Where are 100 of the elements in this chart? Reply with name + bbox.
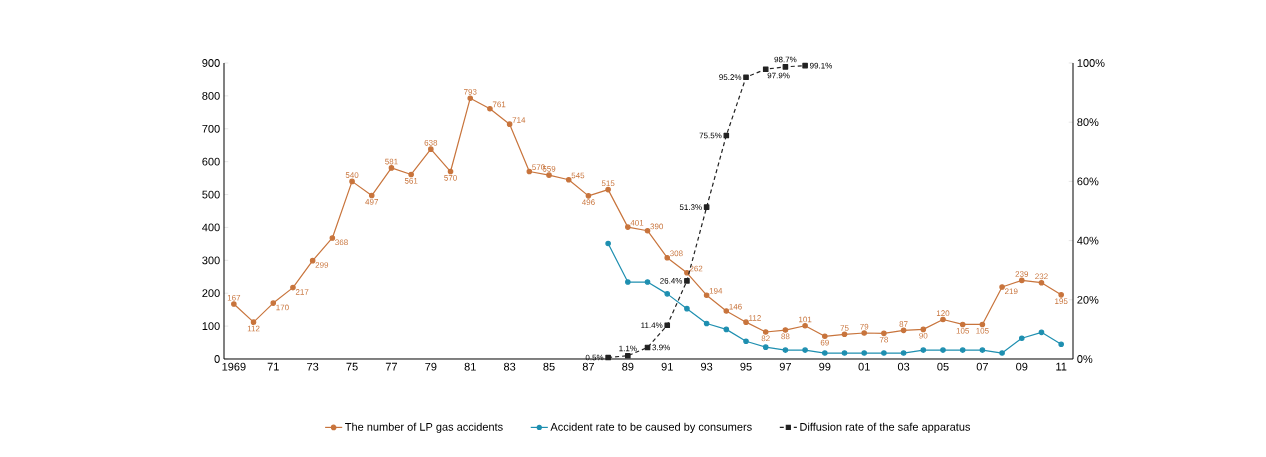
point bbox=[920, 347, 927, 353]
point bbox=[270, 300, 277, 306]
point bbox=[802, 62, 808, 69]
data-label: 0.5% bbox=[585, 354, 604, 361]
legend-label: Diffusion rate of the safe apparatus bbox=[800, 422, 971, 433]
point bbox=[762, 344, 769, 350]
data-label: 90 bbox=[919, 332, 928, 339]
data-label: 570 bbox=[444, 175, 457, 181]
data-label: 78 bbox=[879, 336, 888, 343]
data-label: 368 bbox=[335, 239, 348, 246]
point bbox=[684, 278, 690, 284]
point bbox=[428, 146, 434, 152]
data-label: 88 bbox=[781, 333, 790, 340]
data-label: 793 bbox=[463, 89, 477, 95]
point bbox=[979, 321, 986, 328]
point bbox=[782, 347, 789, 353]
x-tick-label: 81 bbox=[464, 362, 476, 371]
y-tick-label: 300 bbox=[202, 256, 220, 265]
data-label: 170 bbox=[276, 304, 289, 311]
point bbox=[723, 326, 730, 333]
data-label: 540 bbox=[345, 172, 359, 178]
point bbox=[920, 326, 927, 333]
data-label: 232 bbox=[1035, 273, 1048, 280]
point bbox=[881, 350, 887, 356]
point bbox=[1018, 277, 1025, 284]
point bbox=[703, 320, 710, 327]
data-label: 105 bbox=[956, 327, 970, 334]
point bbox=[959, 321, 966, 328]
y2-tick-label: 100% bbox=[1077, 59, 1105, 67]
data-label: 97.9% bbox=[767, 72, 790, 79]
point bbox=[644, 227, 651, 234]
point bbox=[743, 319, 749, 325]
data-label: 638 bbox=[424, 140, 438, 146]
data-label: 112 bbox=[749, 315, 761, 321]
x-tick-label: 73 bbox=[307, 362, 319, 371]
point bbox=[447, 168, 454, 175]
y2-tick-label: 20% bbox=[1077, 295, 1099, 304]
data-label: 401 bbox=[630, 219, 644, 226]
y2-tick-label: 80% bbox=[1077, 118, 1099, 127]
legend-label: The number of LP gas accidents bbox=[345, 422, 503, 433]
x-tick-label: 93 bbox=[701, 362, 713, 371]
x-tick-label: 11 bbox=[1056, 362, 1067, 371]
point bbox=[703, 204, 710, 210]
point bbox=[664, 291, 671, 297]
y-tick-label: 500 bbox=[202, 190, 220, 199]
data-label: 262 bbox=[689, 265, 703, 272]
point bbox=[1018, 335, 1025, 342]
data-label: 101 bbox=[799, 316, 812, 323]
data-label: 79 bbox=[860, 323, 869, 330]
point bbox=[625, 279, 631, 285]
data-label: 497 bbox=[365, 199, 379, 205]
y-tick-label: 800 bbox=[202, 92, 220, 100]
data-label: 239 bbox=[1015, 271, 1029, 277]
x-tick-label: 05 bbox=[937, 362, 949, 371]
x-tick-label: 09 bbox=[1016, 362, 1028, 371]
point bbox=[329, 235, 336, 241]
x-tick-label: 89 bbox=[622, 362, 634, 371]
data-label: 496 bbox=[581, 199, 595, 206]
point bbox=[743, 338, 749, 345]
x-tick-label: 71 bbox=[267, 362, 279, 371]
point bbox=[782, 64, 789, 70]
point bbox=[664, 322, 671, 329]
y-tick-label: 400 bbox=[202, 223, 220, 232]
y-tick-label: 100 bbox=[202, 322, 220, 330]
x-tick-label: 95 bbox=[740, 362, 752, 371]
x-tick-label: 91 bbox=[661, 362, 673, 371]
data-label: 195 bbox=[1055, 298, 1068, 305]
point bbox=[723, 308, 730, 314]
point bbox=[900, 327, 907, 334]
point bbox=[349, 178, 355, 185]
data-label: 69 bbox=[820, 339, 829, 346]
y2-tick-label: 60% bbox=[1077, 177, 1099, 186]
point bbox=[999, 284, 1005, 290]
point bbox=[231, 301, 237, 307]
point bbox=[309, 257, 316, 264]
point bbox=[762, 329, 769, 335]
data-label: 219 bbox=[1004, 288, 1018, 295]
data-label: 308 bbox=[670, 250, 683, 257]
y-tick-label: 700 bbox=[202, 124, 220, 133]
x-tick-label: 79 bbox=[425, 362, 437, 371]
point bbox=[743, 74, 749, 80]
data-label: 95.2% bbox=[719, 74, 742, 81]
point bbox=[762, 66, 769, 73]
data-label: 87 bbox=[899, 321, 908, 327]
point bbox=[664, 254, 671, 261]
point bbox=[861, 350, 868, 356]
data-label: 390 bbox=[650, 223, 664, 230]
point bbox=[861, 330, 867, 336]
x-tick-label: 1969 bbox=[222, 362, 246, 371]
point bbox=[585, 193, 592, 199]
point bbox=[546, 172, 552, 178]
data-label: 581 bbox=[385, 158, 398, 165]
point bbox=[684, 305, 690, 312]
point bbox=[506, 121, 513, 127]
data-label: 112 bbox=[247, 325, 260, 332]
point bbox=[1058, 341, 1064, 347]
point bbox=[467, 95, 474, 101]
data-label: 1.1% bbox=[619, 345, 637, 352]
point bbox=[979, 347, 986, 353]
point bbox=[723, 132, 730, 139]
